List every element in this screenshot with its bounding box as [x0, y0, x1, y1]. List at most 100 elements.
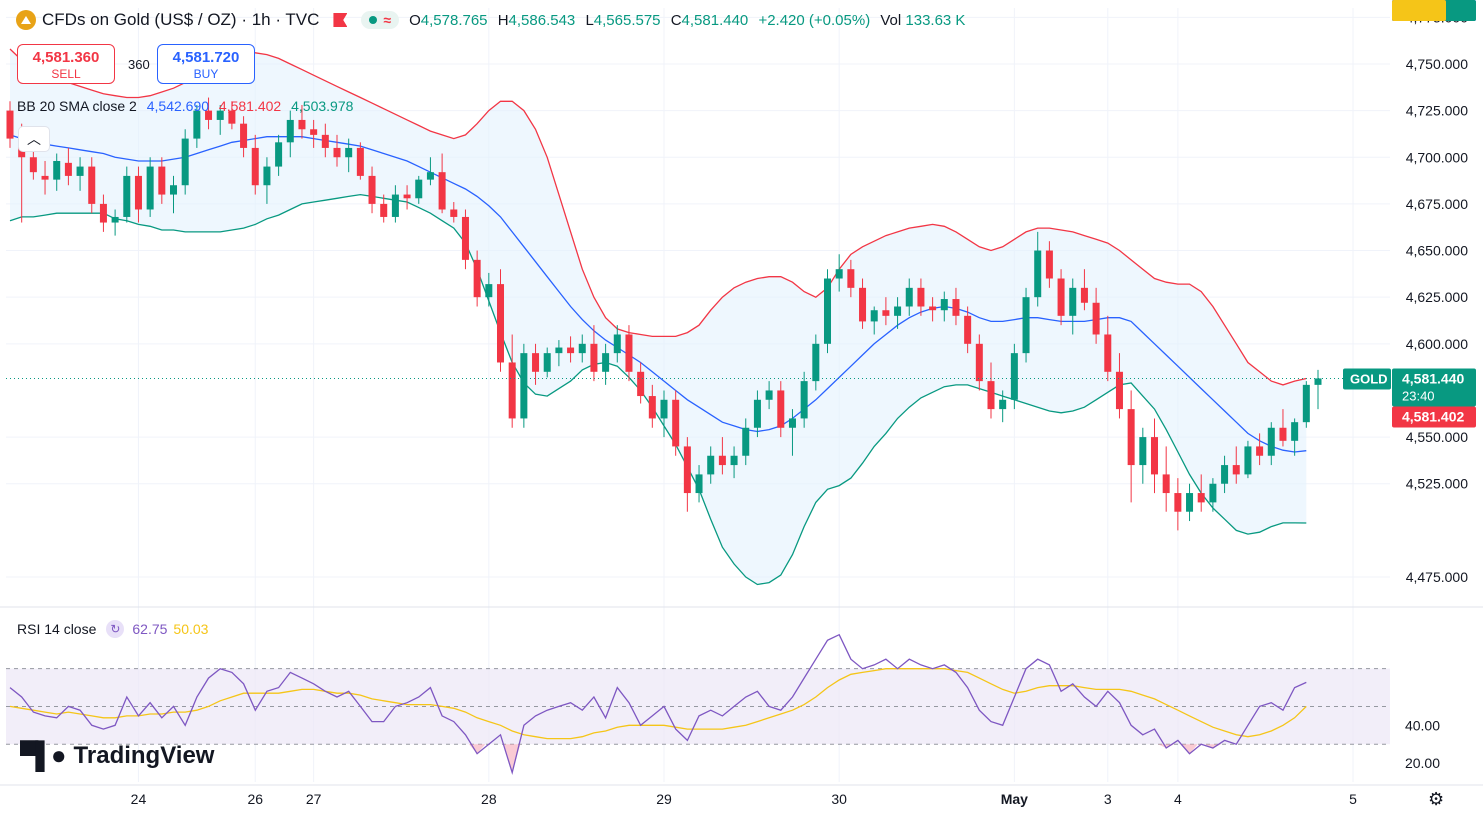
candle[interactable]	[835, 254, 843, 292]
candle[interactable]	[917, 278, 925, 316]
candle[interactable]	[1267, 422, 1275, 466]
candle[interactable]	[578, 334, 586, 363]
candle[interactable]	[181, 129, 189, 195]
candle[interactable]	[286, 110, 294, 158]
candle[interactable]	[158, 157, 166, 204]
candle[interactable]	[53, 153, 61, 191]
candle[interactable]	[368, 166, 376, 214]
candle[interactable]	[438, 153, 446, 214]
rsi-ma-tag[interactable]: 50.03	[1392, 0, 1446, 21]
candle[interactable]	[590, 325, 598, 382]
candle[interactable]	[1256, 433, 1264, 466]
candle[interactable]	[683, 437, 691, 512]
candle[interactable]	[310, 119, 318, 148]
candle[interactable]	[520, 343, 528, 428]
candle[interactable]	[812, 334, 820, 391]
candle[interactable]	[169, 175, 178, 214]
candle[interactable]	[111, 209, 119, 236]
candle[interactable]	[1115, 353, 1123, 419]
candle[interactable]	[345, 138, 353, 173]
candle[interactable]	[987, 362, 995, 419]
candle[interactable]	[41, 160, 49, 195]
candle[interactable]	[613, 325, 621, 363]
candle[interactable]	[473, 250, 481, 307]
candle[interactable]	[940, 291, 948, 322]
candle[interactable]	[1197, 474, 1205, 512]
candle[interactable]	[777, 381, 785, 438]
candle[interactable]	[6, 101, 14, 148]
candle[interactable]	[1104, 315, 1112, 382]
candle[interactable]	[999, 390, 1007, 423]
candle[interactable]	[275, 134, 283, 176]
candle[interactable]	[1291, 418, 1299, 456]
candle[interactable]	[485, 272, 493, 307]
candle[interactable]	[1034, 231, 1042, 307]
candle[interactable]	[205, 97, 213, 130]
candle[interactable]	[380, 194, 388, 223]
candle[interactable]	[847, 259, 855, 298]
bb-legend[interactable]: BB 20 SMA close 2 4,542.690 4,581.402 4,…	[17, 98, 353, 114]
market-status-pill[interactable]: ≈	[361, 11, 400, 29]
candle[interactable]	[929, 297, 937, 322]
candle[interactable]	[228, 101, 236, 130]
candle[interactable]	[788, 409, 796, 456]
candle[interactable]	[403, 185, 411, 210]
candle[interactable]	[648, 384, 656, 428]
candle[interactable]	[672, 390, 680, 456]
candle[interactable]	[1244, 440, 1252, 479]
candle[interactable]	[1127, 390, 1135, 503]
candle[interactable]	[1010, 343, 1018, 410]
candle[interactable]	[870, 306, 878, 335]
candle[interactable]	[76, 157, 84, 191]
candle[interactable]	[193, 105, 201, 148]
settings-gear-icon[interactable]: ⚙	[1428, 789, 1445, 809]
candle[interactable]	[450, 202, 458, 223]
candle[interactable]	[555, 340, 563, 367]
candle[interactable]	[426, 157, 434, 186]
candle[interactable]	[1057, 269, 1065, 326]
candle[interactable]	[1045, 241, 1053, 288]
bb-upper-tag[interactable]: 4,581.402	[1392, 406, 1476, 428]
candle[interactable]	[216, 105, 224, 135]
candle[interactable]	[146, 157, 154, 217]
candle[interactable]	[882, 297, 890, 326]
candle[interactable]	[1314, 369, 1322, 410]
candle[interactable]	[975, 334, 983, 391]
candle[interactable]	[240, 116, 248, 158]
candle[interactable]	[660, 390, 668, 438]
rsi-legend[interactable]: RSI 14 close ↻ 62.75 50.03	[17, 620, 208, 638]
candle[interactable]	[1302, 381, 1310, 428]
flag-icon[interactable]	[333, 13, 348, 27]
candle[interactable]	[602, 343, 610, 385]
candle[interactable]	[88, 157, 96, 214]
candle[interactable]	[625, 325, 633, 382]
candle[interactable]	[532, 343, 540, 385]
candle[interactable]	[753, 390, 761, 438]
candle[interactable]	[952, 287, 960, 326]
candle[interactable]	[391, 185, 399, 223]
candle[interactable]	[765, 381, 773, 410]
candle[interactable]	[567, 336, 575, 363]
candle[interactable]	[800, 371, 808, 428]
candle[interactable]	[905, 278, 913, 316]
candle[interactable]	[496, 269, 505, 372]
candle[interactable]	[356, 142, 364, 180]
candle[interactable]	[321, 123, 329, 158]
candle[interactable]	[718, 437, 726, 475]
candle[interactable]	[1186, 483, 1194, 522]
candle[interactable]	[333, 134, 341, 167]
sell-button[interactable]: 4,581.360 SELL	[17, 44, 115, 84]
candle[interactable]	[461, 209, 469, 270]
candle[interactable]	[707, 446, 715, 484]
candle[interactable]	[1232, 446, 1240, 484]
candle[interactable]	[251, 134, 259, 195]
candle[interactable]	[695, 465, 703, 503]
symbol-title[interactable]: CFDs on Gold (US$ / OZ) · 1h · TVC	[42, 10, 320, 29]
candle[interactable]	[1080, 269, 1088, 311]
candle[interactable]	[964, 306, 972, 354]
collapse-legend-button[interactable]: ︿	[18, 126, 50, 152]
candle[interactable]	[742, 418, 750, 466]
candle[interactable]	[134, 166, 142, 223]
candle[interactable]	[1279, 409, 1287, 447]
